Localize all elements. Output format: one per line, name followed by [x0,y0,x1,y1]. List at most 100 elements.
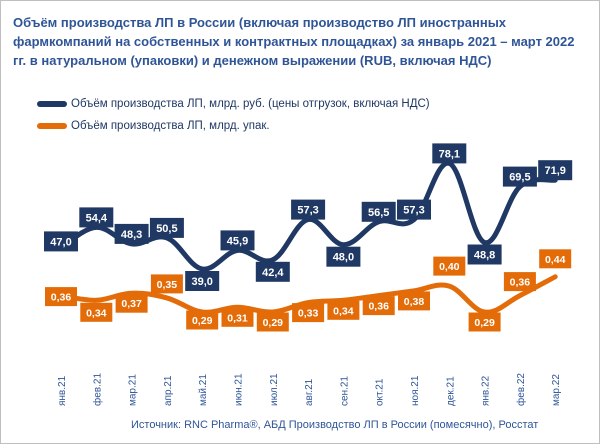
data-label-text-rub: 54,4 [86,212,108,224]
x-tick-label: янв.21 [57,375,68,406]
data-label-box-rub [538,160,573,181]
data-label-box-pack [150,274,183,294]
data-label-box-pack [362,296,395,316]
x-tick-label: дек.21 [445,376,456,406]
data-label-pack: 0,33 [292,303,325,323]
data-label-rub: 42,4 [255,261,290,282]
data-label-rub: 78,1 [432,143,467,164]
data-label-rub: 54,4 [79,207,114,228]
data-label-text-pack: 0,29 [474,317,495,329]
series-line-pack [58,274,558,315]
data-label-text-pack: 0,29 [192,315,213,327]
x-tick-label: фев.22 [515,373,527,406]
legend-item-pack: Объём производства ЛП, млрд. упак. [37,116,430,136]
data-label-box-pack [539,249,572,269]
x-tick-label: сен.21 [339,376,350,406]
data-label-text-rub: 57,3 [403,205,424,217]
data-label-box-pack [398,291,430,311]
data-label-text-pack: 0,36 [510,277,531,289]
data-label-box-pack [80,302,113,322]
legend-label-pack: Объём производства ЛП, млрд. упак. [71,120,270,132]
data-label-box-pack [221,307,254,327]
x-tick-label: янв.22 [481,375,492,406]
data-label-box-rub [255,261,290,282]
data-label-box-rub [114,223,149,244]
x-tick-label: июл.21 [269,373,280,406]
x-tick-label: мар.22 [551,374,562,406]
x-tick-label: авг.21 [304,378,315,406]
legend-swatch-rub [37,101,67,107]
x-tick-label: июн.21 [234,373,245,406]
data-label-box-rub [397,199,431,220]
x-tick-label: мар.21 [128,374,139,406]
data-label-text-pack: 0,36 [51,292,72,304]
data-label-text-rub: 56,5 [368,207,389,219]
data-label-text-rub: 71,9 [544,165,565,177]
data-label-text-pack: 0,34 [86,307,107,319]
legend-item-rub: Объём производства ЛП, млрд. руб. (цены … [37,94,430,114]
data-label-text-pack: 0,29 [263,317,284,329]
data-label-pack: 0,29 [186,310,219,330]
data-label-pack: 0,36 [362,296,395,316]
data-label-rub: 47,0 [44,231,78,252]
data-label-rub: 50,5 [149,217,184,238]
data-label-text-rub: 42,4 [262,267,284,279]
data-label-pack: 0,34 [80,302,113,322]
data-label-text-pack: 0,38 [404,296,425,308]
data-label-box-rub [185,271,220,291]
data-label-box-rub [79,207,114,228]
data-label-box-rub [467,244,502,265]
data-label-pack: 0,29 [256,312,289,332]
data-label-text-pack: 0,40 [439,261,460,273]
data-label-box-rub [361,201,396,222]
data-label-pack: 0,34 [327,300,360,320]
x-tick-label: май.21 [198,374,209,406]
data-label-box-pack [45,287,77,307]
data-label-box-pack [468,312,501,332]
data-label-box-rub [220,230,255,251]
legend-label-rub: Объём производства ЛП, млрд. руб. (цены … [71,98,430,110]
data-label-text-rub: 50,5 [156,223,177,235]
data-label-text-rub: 48,3 [121,229,142,241]
legend-swatch-pack [37,123,67,129]
x-tick-label: фев.21 [91,373,103,406]
data-label-text-pack: 0,33 [298,308,319,320]
data-label-text-pack: 0,31 [227,312,248,324]
data-label-text-pack: 0,35 [157,279,178,291]
data-label-rub: 69,5 [502,166,537,187]
data-label-box-pack [115,293,148,313]
data-label-text-rub: 48,0 [333,252,354,264]
data-label-pack: 0,38 [398,291,430,311]
data-label-text-rub: 69,5 [509,172,530,184]
data-label-rub: 57,3 [291,199,326,220]
data-label-rub: 45,9 [220,230,255,251]
data-label-box-rub [326,246,361,267]
data-label-text-rub: 39,0 [191,276,212,288]
data-label-rub: 48,3 [114,223,149,244]
data-label-pack: 0,40 [433,256,466,276]
data-label-rub: 39,0 [185,271,220,291]
data-label-text-rub: 45,9 [227,235,248,247]
data-label-box-pack [256,312,289,332]
data-label-text-pack: 0,44 [545,254,566,266]
x-tick-label: окт.21 [375,378,386,406]
chart-title: Объём производства ЛП в России (включая … [13,15,575,68]
x-tick-label: ноя.21 [410,375,421,406]
data-label-box-rub [291,199,326,220]
data-label-pack: 0,36 [503,272,536,292]
data-label-text-rub: 57,3 [297,205,318,217]
data-label-rub: 56,5 [361,201,396,222]
data-label-box-rub [44,231,78,252]
data-label-box-rub [502,166,537,187]
data-label-text-rub: 47,0 [50,236,71,248]
data-label-rub: 57,3 [397,199,431,220]
data-label-pack: 0,44 [539,249,572,269]
data-label-pack: 0,29 [468,312,501,332]
data-label-pack: 0,36 [45,287,77,307]
data-label-text-pack: 0,36 [368,301,389,313]
data-label-rub: 48,0 [326,246,361,267]
data-label-text-rub: 78,1 [439,148,460,160]
data-label-box-pack [433,256,466,276]
